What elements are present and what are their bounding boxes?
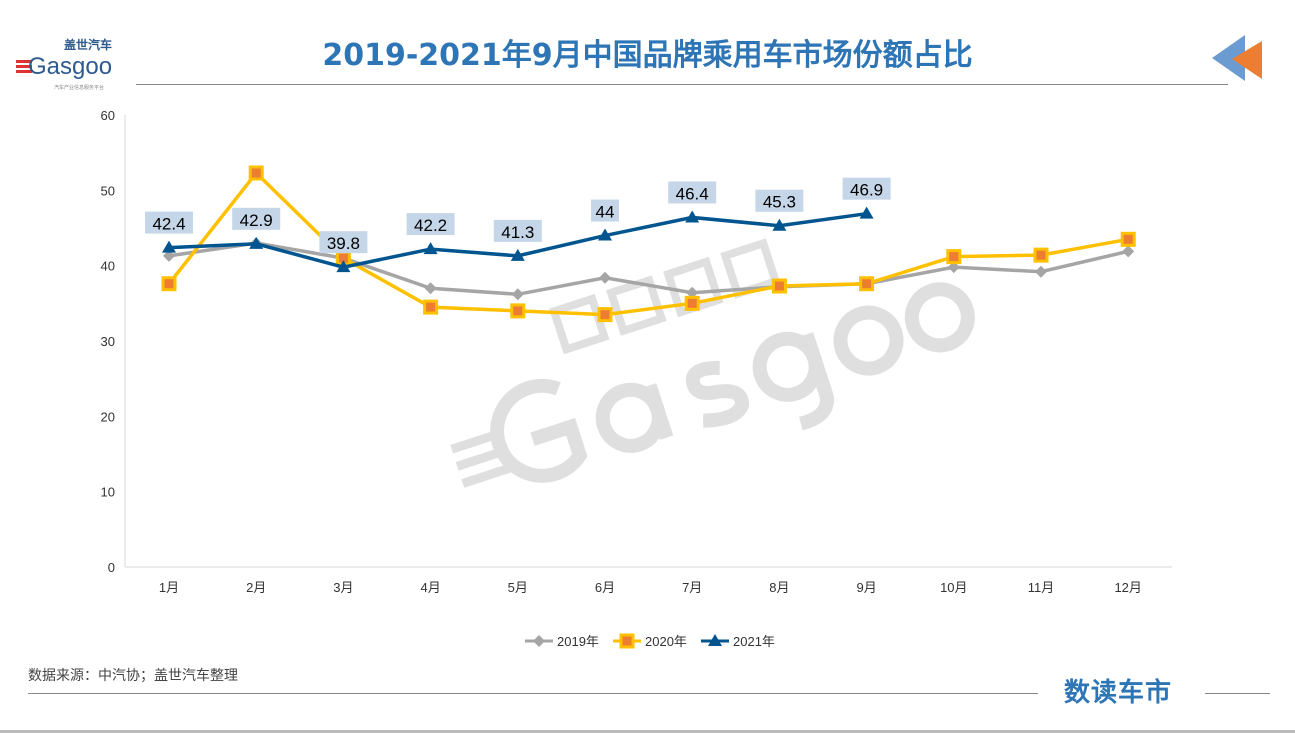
data-label: 42.9	[240, 211, 273, 230]
data-label-bg	[591, 199, 619, 222]
data-point	[597, 307, 613, 323]
logo-sub: 汽车产业信息服务平台	[54, 84, 104, 91]
data-label: 39.8	[327, 234, 360, 253]
data-label: 42.2	[414, 216, 447, 235]
data-point	[336, 260, 351, 273]
data-point	[685, 210, 700, 223]
legend-label: 2021年	[733, 634, 775, 649]
data-point	[772, 218, 787, 231]
brand-label: 数读车市	[1064, 678, 1173, 708]
data-point	[598, 228, 612, 241]
data-point	[533, 635, 545, 647]
data-label-bg	[145, 211, 193, 234]
data-point	[161, 276, 177, 292]
data-label-bg	[232, 207, 281, 230]
divider	[1205, 693, 1270, 694]
data-point	[510, 248, 525, 261]
data-point	[771, 278, 787, 294]
data-point	[859, 276, 875, 292]
data-point	[619, 633, 635, 649]
source-note: 数据来源：中汽协；盖世汽车整理	[28, 668, 238, 684]
data-point	[1120, 231, 1136, 247]
data-label-bg	[842, 177, 891, 200]
legend-label: 2019年	[557, 634, 599, 649]
divider	[28, 693, 1038, 694]
data-label: 41.3	[501, 223, 534, 242]
legend-item: 2019年	[525, 634, 599, 649]
data-point	[599, 271, 611, 284]
data-label: 46.9	[850, 181, 883, 200]
x-tick-label: 12月	[1114, 580, 1141, 595]
series-2020年	[161, 165, 1136, 323]
data-label: 45.3	[763, 193, 796, 212]
data-point	[511, 288, 524, 301]
x-tick-label: 3月	[333, 580, 353, 595]
data-label: 46.4	[676, 184, 709, 203]
data-point	[1035, 265, 1047, 278]
data-point	[1122, 245, 1135, 258]
data-label: 42.4	[152, 215, 185, 234]
x-tick-label: 10月	[940, 580, 967, 595]
logo-text: Gasgoo	[28, 53, 112, 80]
x-tick-label: 4月	[420, 580, 440, 595]
x-tick-label: 11月	[1028, 580, 1055, 595]
legend-item: 2021年	[701, 634, 775, 649]
data-label: 44	[596, 203, 615, 222]
data-point	[686, 286, 699, 299]
data-point	[947, 261, 960, 274]
data-point	[946, 249, 962, 265]
x-tick-label: 2月	[246, 580, 266, 595]
y-tick-label: 60	[101, 108, 115, 123]
x-tick-label: 8月	[769, 580, 789, 595]
data-point	[708, 634, 722, 646]
logo-cn: 盖世汽车	[64, 37, 112, 52]
legend-label: 2020年	[645, 634, 687, 649]
series-2021年	[162, 206, 874, 273]
data-point	[162, 240, 176, 253]
data-point	[423, 242, 438, 255]
divider	[136, 84, 1228, 85]
arrow-decoration-icon	[1212, 35, 1262, 81]
data-label-bg	[406, 213, 455, 236]
y-tick-label: 40	[101, 259, 115, 274]
x-tick-label: 6月	[595, 580, 615, 595]
data-label-bg	[319, 231, 368, 254]
data-point	[249, 236, 264, 249]
y-tick-label: 50	[101, 183, 115, 198]
legend-item: 2020年	[613, 633, 687, 649]
x-tick-label: 1月	[159, 580, 179, 595]
data-point	[859, 206, 874, 219]
data-label-bg	[755, 189, 804, 212]
data-point	[163, 249, 175, 262]
x-tick-label: 9月	[856, 580, 876, 595]
gasgoo-logo: 盖世汽车 Gasgoo 汽车产业信息服务平台	[16, 37, 112, 91]
data-label-bg	[493, 219, 542, 242]
y-tick-label: 30	[101, 334, 115, 349]
bottom-bar	[0, 730, 1295, 733]
data-point	[423, 299, 439, 315]
data-point	[1033, 247, 1049, 263]
page-title: 2019-2021年9月中国品牌乘用车市场份额占比	[322, 38, 973, 73]
y-tick-label: 10	[101, 485, 115, 500]
series-line	[167, 170, 1129, 317]
y-tick-label: 0	[108, 560, 115, 575]
series-line	[168, 241, 1129, 297]
data-point	[684, 295, 700, 311]
data-label-bg	[668, 181, 717, 204]
data-point	[248, 165, 264, 181]
x-tick-label: 7月	[682, 580, 702, 595]
y-tick-label: 20	[101, 409, 115, 424]
data-point	[510, 303, 526, 319]
data-point	[424, 282, 437, 295]
x-tick-label: 5月	[508, 580, 528, 595]
